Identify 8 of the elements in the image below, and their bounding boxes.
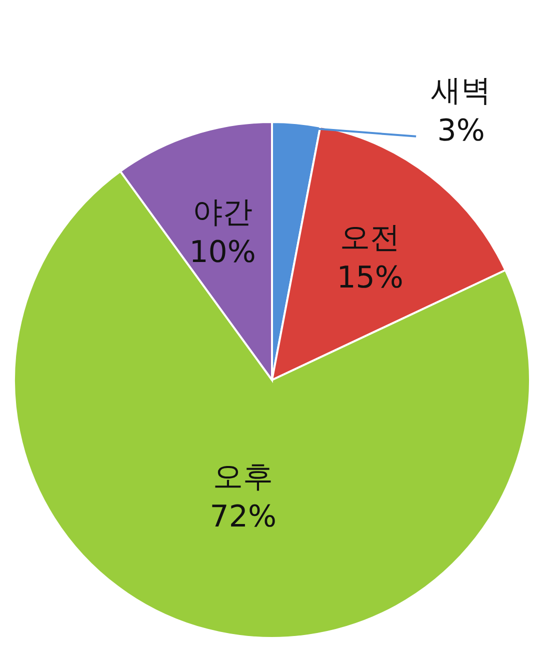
slice-label: 야간 (192, 194, 253, 230)
data-label: 10% (189, 234, 256, 270)
slice-label: 오전 (340, 220, 400, 256)
slice-label: 새벽 (431, 73, 492, 108)
slice-label: 오후 (213, 459, 274, 494)
data-label: 72% (210, 499, 276, 534)
data-label: 15% (336, 260, 404, 296)
data-label: 3% (437, 113, 485, 148)
